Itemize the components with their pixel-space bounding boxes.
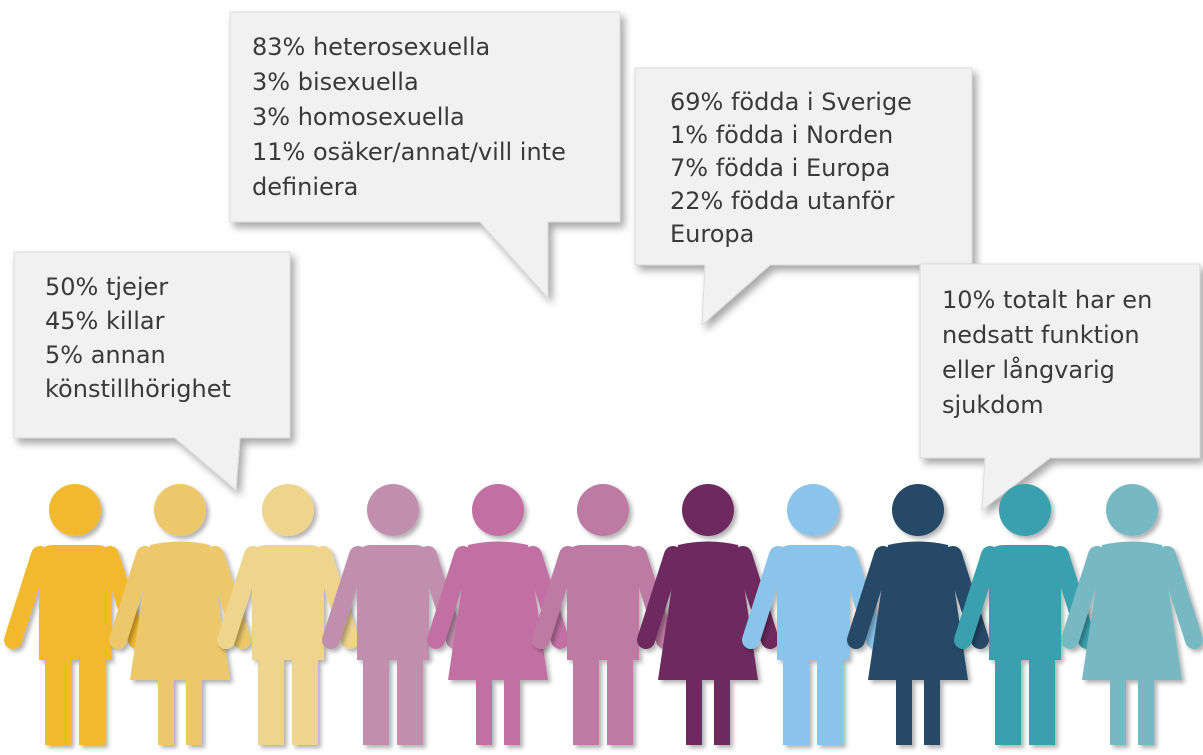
- bubble-line: 5% annan: [45, 341, 166, 369]
- person: [847, 484, 989, 745]
- leg: [476, 670, 492, 745]
- bubble-line: könstillhörighet: [45, 375, 231, 403]
- leg: [924, 670, 940, 745]
- leg: [1110, 670, 1126, 745]
- bubble-line: 10% totalt har en: [942, 286, 1152, 314]
- person: [637, 484, 779, 745]
- dress: [1082, 541, 1182, 680]
- people: [4, 484, 1203, 745]
- bubble-line: 7% födda i Europa: [670, 154, 890, 182]
- head: [682, 484, 734, 536]
- leg: [397, 650, 423, 745]
- bubble-line: definiera: [252, 173, 358, 201]
- head: [999, 484, 1051, 536]
- person: [109, 484, 251, 745]
- leg: [363, 650, 389, 745]
- head: [1106, 484, 1158, 536]
- bubble-line: 22% födda utanför: [670, 187, 895, 215]
- bubble-line: 69% födda i Sverige: [670, 88, 912, 116]
- bubble-line: 3% bisexuella: [252, 68, 419, 96]
- bubble-line: 1% födda i Norden: [670, 121, 893, 149]
- speech-bubble: [919, 263, 1201, 512]
- head: [154, 484, 206, 536]
- bubble-line: 11% osäker/annat/vill inte: [252, 138, 566, 166]
- head: [49, 484, 101, 536]
- leg: [504, 670, 520, 745]
- head: [892, 484, 944, 536]
- speech-bubble: [13, 251, 291, 492]
- leg: [783, 650, 809, 745]
- bubble-line: 45% killar: [45, 307, 165, 335]
- head: [577, 484, 629, 536]
- leg: [686, 670, 702, 745]
- leg: [1138, 670, 1154, 745]
- leg: [45, 650, 71, 745]
- leg: [186, 670, 202, 745]
- leg: [158, 670, 174, 745]
- leg: [258, 650, 284, 745]
- torso: [777, 545, 849, 660]
- dress: [130, 541, 230, 680]
- dress: [448, 541, 548, 680]
- bubble-line: Europa: [670, 220, 754, 248]
- person: [1061, 484, 1203, 745]
- leg: [817, 650, 843, 745]
- bubble-line: 83% heterosexuella: [252, 33, 490, 61]
- leg: [896, 670, 912, 745]
- person: [742, 484, 884, 745]
- leg: [573, 650, 599, 745]
- bubble-texts: 50% tjejer 45% killar 5% annan könstillhöri…: [45, 33, 1152, 419]
- leg: [714, 670, 730, 745]
- torso: [252, 545, 324, 660]
- leg: [1029, 650, 1055, 745]
- head: [787, 484, 839, 536]
- torso: [989, 545, 1061, 660]
- bubble-line: sjukdom: [942, 391, 1044, 419]
- torso: [567, 545, 639, 660]
- torso: [357, 545, 429, 660]
- head: [472, 484, 524, 536]
- speech-bubble: [634, 67, 973, 327]
- person: [954, 484, 1096, 745]
- arms: [1061, 546, 1203, 649]
- leg: [79, 650, 105, 745]
- leg: [607, 650, 633, 745]
- dress: [868, 541, 968, 680]
- bubble-line: nedsatt funktion: [942, 321, 1140, 349]
- speech-bubble: [229, 11, 621, 300]
- head: [367, 484, 419, 536]
- torso: [39, 545, 111, 660]
- bubble-line: eller långvarig: [942, 355, 1115, 384]
- bubble-line: 3% homosexuella: [252, 103, 465, 131]
- head: [262, 484, 314, 536]
- dress: [658, 541, 758, 680]
- leg: [995, 650, 1021, 745]
- bubble-line: 50% tjejer: [45, 273, 168, 301]
- leg: [292, 650, 318, 745]
